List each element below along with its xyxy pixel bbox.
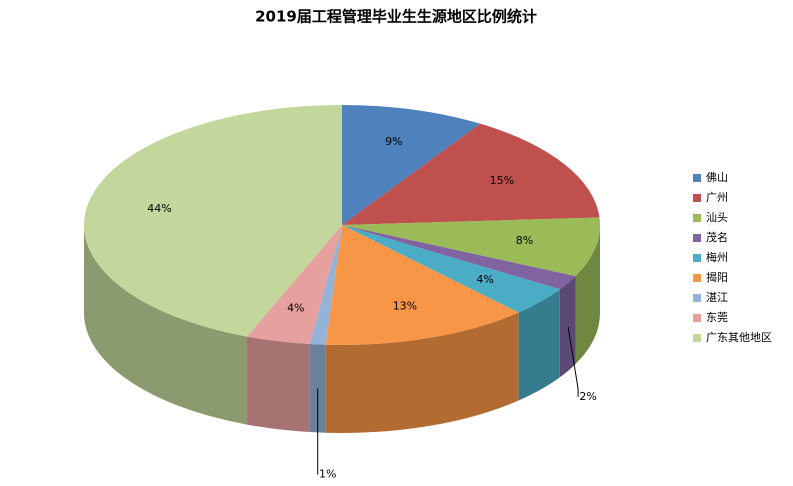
slice-side-shade — [84, 225, 248, 425]
slice-side-shade — [575, 225, 600, 365]
slice-side-shade — [518, 289, 560, 401]
leader-line — [567, 326, 579, 397]
data-label: 13% — [393, 299, 417, 312]
data-label: 9% — [385, 135, 402, 148]
legend-swatch — [693, 174, 701, 182]
legend-label: 湛江 — [706, 291, 728, 304]
legend-label: 汕头 — [706, 211, 728, 224]
data-label: 44% — [147, 202, 171, 215]
legend-label: 揭阳 — [706, 270, 728, 284]
chart-title: 2019届工程管理毕业生生源地区比例统计 — [255, 8, 537, 26]
slice-side — [325, 312, 519, 433]
slice-side — [559, 276, 576, 378]
legend-swatch — [693, 314, 701, 322]
slice-side — [518, 289, 560, 401]
slice — [83, 105, 343, 337]
slice-side — [84, 225, 248, 425]
slice — [342, 225, 560, 313]
slice-side-shade — [559, 276, 576, 378]
legend-swatch — [693, 214, 701, 222]
slice — [342, 225, 576, 290]
slice-side-shade — [325, 312, 519, 433]
slice — [342, 105, 481, 225]
legend-label: 东莞 — [706, 311, 728, 324]
data-label: 4% — [287, 302, 304, 315]
legend-swatch — [693, 334, 701, 342]
data-label: 1% — [319, 467, 336, 480]
slice — [325, 225, 519, 346]
legend-label: 茂名 — [706, 230, 728, 244]
slice-side-shade — [247, 336, 310, 433]
legend-label: 佛山 — [706, 171, 728, 184]
slice-side — [247, 336, 310, 433]
slice — [342, 123, 600, 225]
data-label: 2% — [579, 390, 596, 403]
legend-swatch — [693, 274, 701, 282]
slice — [309, 225, 342, 345]
legend-swatch — [693, 234, 701, 242]
legend-swatch — [693, 194, 701, 202]
data-label: 8% — [516, 234, 533, 247]
slice-side — [309, 344, 326, 433]
legend-swatch — [693, 254, 701, 262]
legend-swatch — [693, 294, 701, 302]
slice-side — [575, 225, 600, 365]
slice-side-shade — [309, 344, 326, 433]
legend-label: 广州 — [706, 191, 728, 204]
slice — [342, 217, 600, 277]
legend-label: 梅州 — [706, 250, 728, 264]
legend-label: 广东其他地区 — [706, 331, 772, 344]
data-label: 4% — [476, 273, 493, 286]
data-label: 15% — [490, 174, 514, 187]
slice — [247, 225, 342, 345]
